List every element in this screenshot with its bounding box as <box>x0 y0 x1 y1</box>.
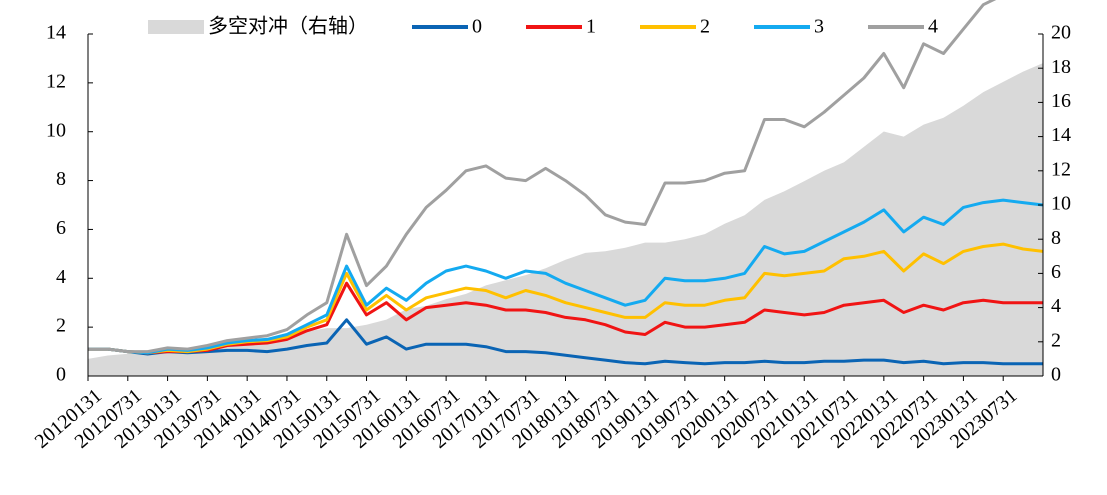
y-tick-label: 2 <box>56 315 66 337</box>
legend-label: 多空对冲（右轴） <box>208 15 368 38</box>
legend-label: 3 <box>814 16 824 38</box>
line <box>88 0 997 354</box>
y2-tick-label: 2 <box>1051 329 1061 351</box>
y2-tick-label: 20 <box>1051 22 1071 44</box>
y-tick-label: 10 <box>46 119 66 141</box>
y2-tick-label: 10 <box>1051 193 1071 215</box>
y2-tick-label: 8 <box>1051 227 1061 249</box>
area <box>88 63 1043 376</box>
legend-label: 0 <box>472 16 482 38</box>
y2-tick-label: 4 <box>1051 295 1061 317</box>
y-tick-label: 8 <box>56 168 66 190</box>
y2-tick-label: 12 <box>1051 158 1071 180</box>
legend-label: 2 <box>700 16 710 38</box>
y2-tick-label: 18 <box>1051 56 1071 78</box>
legend-label: 1 <box>586 16 596 38</box>
y-tick-label: 0 <box>56 364 66 386</box>
y-tick-label: 14 <box>46 22 66 44</box>
y-tick-label: 6 <box>56 217 66 239</box>
y2-tick-label: 16 <box>1051 90 1071 112</box>
line <box>88 198 1044 355</box>
line <box>88 281 1043 355</box>
legend-swatch <box>148 20 204 34</box>
y-tick-label: 4 <box>56 266 66 288</box>
y2-tick-label: 0 <box>1051 364 1061 386</box>
y2-tick-label: 6 <box>1051 261 1061 283</box>
line <box>88 318 1043 366</box>
y-tick-label: 12 <box>46 70 66 92</box>
y2-tick-label: 14 <box>1051 124 1071 146</box>
legend-label: 4 <box>928 16 938 38</box>
